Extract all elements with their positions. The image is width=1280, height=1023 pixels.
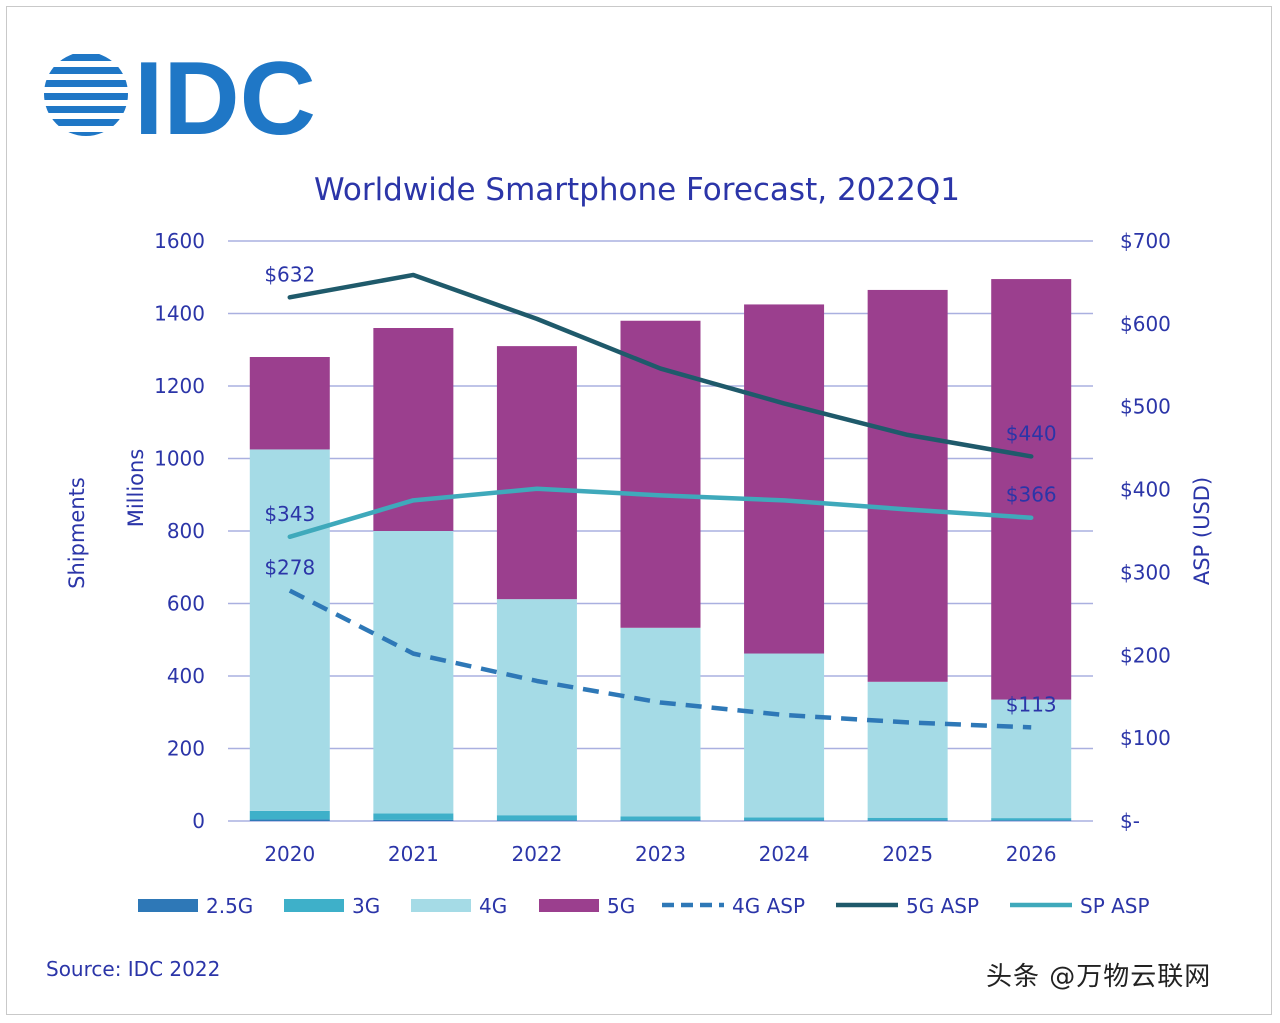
legend-label: 5G ASP	[906, 894, 979, 918]
bar-25G-2025	[867, 820, 948, 821]
bar-4G-2023	[620, 627, 701, 817]
x-ticks: 2020 2021 2022 2023 2024 2025 2026	[264, 842, 1056, 866]
legend-swatch	[539, 899, 599, 912]
y-right-tick-label: $600	[1120, 312, 1171, 336]
bar-4G-2025	[867, 681, 948, 818]
y-right-tick-label: $200	[1120, 643, 1171, 667]
bar-4G-2022	[496, 599, 577, 816]
y-left-label-inner: Millions	[124, 449, 148, 528]
y-right-label: ASP (USD)	[1190, 477, 1214, 585]
legend-label: 4G ASP	[732, 894, 805, 918]
legend-label: SP ASP	[1080, 894, 1150, 918]
x-tick-label: 2022	[511, 842, 562, 866]
data-labels: $632 $440 $343 $366 $278 $113	[264, 262, 1056, 716]
y-left-tick-label: 600	[167, 592, 205, 616]
legend-label: 5G	[607, 894, 635, 918]
data-label: $343	[264, 502, 315, 526]
data-label: $440	[1006, 421, 1057, 445]
y-left-tick-label: 1000	[154, 447, 205, 471]
legend-label: 3G	[352, 894, 380, 918]
x-tick-label: 2025	[882, 842, 933, 866]
x-tick-label: 2023	[635, 842, 686, 866]
y-left-ticks: 0 200 400 600 800 1000 1200 1400 1600	[154, 229, 205, 833]
bar-5G-2025	[867, 289, 948, 682]
y-left-tick-label: 1600	[154, 229, 205, 253]
watermark: 头条 @万物云联网	[986, 962, 1212, 992]
bar-4G-2021	[373, 531, 454, 814]
bar-3G-2025	[867, 817, 948, 821]
bar-3G-2026	[991, 818, 1072, 821]
y-right-tick-label: $-	[1120, 809, 1140, 833]
legend-swatch	[138, 899, 198, 912]
bar-4G-2026	[991, 699, 1072, 819]
bar-5G-2023	[620, 320, 701, 628]
bar-4G-2024	[744, 653, 825, 818]
bar-3G-2020	[249, 810, 330, 820]
bar-5G-2022	[496, 346, 577, 600]
chart-title: Worldwide Smartphone Forecast, 2022Q1	[314, 172, 960, 208]
legend-label: 4G	[479, 894, 507, 918]
data-label: $366	[1006, 483, 1057, 507]
asp-lines	[287, 272, 1034, 730]
x-tick-label: 2026	[1006, 842, 1057, 866]
bar-25G-2026	[991, 820, 1072, 821]
globe-icon	[44, 54, 128, 136]
logo-text: IDC	[134, 48, 316, 140]
y-right-ticks: $- $100 $200 $300 $400 $500 $600 $700	[1120, 229, 1171, 833]
y-right-tick-label: $400	[1120, 478, 1171, 502]
y-right-tick-label: $100	[1120, 726, 1171, 750]
y-left-tick-label: 1400	[154, 302, 205, 326]
bar-25G-2020	[249, 819, 330, 821]
bar-25G-2024	[744, 820, 825, 821]
idc-logo: IDC	[44, 48, 316, 140]
bar-3G-2021	[373, 813, 454, 820]
bar-25G-2022	[496, 820, 577, 821]
bars	[249, 279, 1072, 821]
bar-3G-2022	[496, 815, 577, 821]
legend-swatch	[411, 899, 471, 912]
legend-swatch	[284, 899, 344, 912]
bar-25G-2023	[620, 820, 701, 821]
bar-5G-2024	[744, 304, 825, 654]
y-left-tick-label: 200	[167, 737, 205, 761]
source-note: Source: IDC 2022	[46, 957, 221, 981]
data-label: $632	[264, 262, 315, 286]
bar-5G-2020	[249, 357, 330, 450]
x-tick-label: 2021	[388, 842, 439, 866]
y-left-tick-label: 400	[167, 664, 205, 688]
x-tick-label: 2020	[264, 842, 315, 866]
y-right-tick-label: $500	[1120, 395, 1171, 419]
bar-3G-2024	[744, 817, 825, 821]
y-right-tick-label: $300	[1120, 560, 1171, 584]
data-label: $278	[264, 556, 315, 580]
y-right-tick-label: $700	[1120, 229, 1171, 253]
legend: 2.5G 3G 4G 5G 4G ASP 5G ASP SP ASP	[138, 894, 1150, 918]
data-label: $113	[1006, 692, 1057, 716]
bar-25G-2021	[373, 819, 454, 821]
bar-4G-2020	[249, 449, 330, 811]
y-left-tick-label: 0	[192, 809, 205, 833]
bar-3G-2023	[620, 816, 701, 821]
bar-5G-2026	[991, 279, 1072, 700]
chart-frame	[6, 6, 1272, 1015]
y-left-label-outer: Shipments	[65, 477, 89, 589]
y-left-tick-label: 1200	[154, 374, 205, 398]
legend-label: 2.5G	[206, 894, 253, 918]
y-left-tick-label: 800	[167, 519, 205, 543]
x-tick-label: 2024	[759, 842, 810, 866]
